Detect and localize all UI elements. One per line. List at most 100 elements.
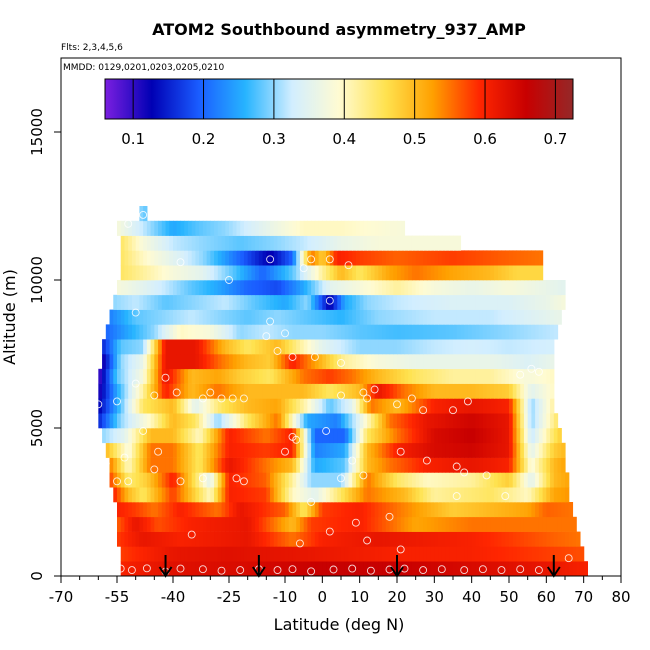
heatmap-cell [303,339,308,355]
heatmap-cell [169,339,174,355]
heatmap-cell [441,294,447,310]
heatmap-cell [161,368,167,384]
heatmap-cell [225,442,230,458]
heatmap-cell [341,502,346,518]
heatmap-cell [262,324,267,340]
altitude-band [117,531,581,547]
heatmap-cell [475,354,480,370]
heatmap-cell [359,442,364,458]
altitude-band [117,516,577,532]
heatmap-cell [173,265,178,281]
heatmap-cell [221,457,226,473]
heatmap-cell [370,531,376,547]
heatmap-cell [131,398,137,414]
heatmap-cell [277,546,282,562]
heatmap-cell [374,368,379,384]
heatmap-cell [236,383,241,399]
heatmap-cell [382,309,387,325]
heatmap-cell [266,354,271,370]
heatmap-cell [176,265,182,281]
heatmap-cell [311,324,316,340]
x-tick-label: -55 [105,588,130,606]
heatmap-cell [445,428,450,444]
altitude-band [105,442,566,458]
heatmap-cell [411,235,417,251]
heatmap-cell [471,502,476,518]
heatmap-cell [475,457,480,473]
heatmap-cell [240,235,245,251]
heatmap-cell [397,383,402,399]
heatmap-cell [187,398,193,414]
heatmap-cell [146,339,152,355]
heatmap-cell [453,250,458,266]
heatmap-cell [370,457,376,473]
heatmap-cell [311,339,316,355]
heatmap-cell [445,265,450,281]
altitude-band [120,265,544,281]
heatmap-cell [453,457,458,473]
heatmap-cell [333,457,338,473]
heatmap-cell [344,487,350,503]
heatmap-cell [169,487,174,503]
heatmap-cell [105,428,111,444]
heatmap-cell [173,235,178,251]
heatmap-cell [258,561,264,576]
heatmap-cell [408,324,413,340]
heatmap-cell [527,546,532,562]
heatmap-cell [370,516,376,532]
heatmap-cell [199,546,204,562]
heatmap-cell [146,220,152,236]
heatmap-cell [370,487,376,503]
heatmap-cell [206,457,211,473]
heatmap-cell [568,502,574,518]
heatmap-cell [184,457,189,473]
heatmap-cell [557,428,562,444]
heatmap-cell [565,472,570,488]
heatmap-cell [352,368,357,384]
heatmap-cell [318,383,323,399]
heatmap-cell [255,561,260,576]
heatmap-cell [236,235,241,251]
heatmap-cell [419,487,424,503]
heatmap-cell [210,324,215,340]
heatmap-cell [281,265,286,281]
heatmap-cell [430,413,435,429]
heatmap-cell [445,531,450,547]
heatmap-cell [251,428,256,444]
heatmap-cell [512,472,518,488]
heatmap-cell [210,561,215,576]
heatmap-cell [538,265,544,281]
heatmap-cell [438,546,443,562]
heatmap-cell [195,502,200,518]
observation-point [113,477,121,486]
heatmap-cell [221,280,226,296]
heatmap-cell [531,531,536,547]
heatmap-cell [165,398,170,414]
heatmap-cell [456,280,462,296]
heatmap-cell [341,413,346,429]
heatmap-cell [131,280,137,296]
heatmap-cell [453,339,458,355]
heatmap-cell [217,472,223,488]
heatmap-cell [445,383,450,399]
heatmap-cell [419,235,424,251]
heatmap-cell [367,531,372,547]
heatmap-cell [135,265,140,281]
heatmap-cell [270,368,275,384]
heatmap-cell [471,250,476,266]
heatmap-cell [341,398,346,414]
heatmap-cell [143,383,148,399]
observation-point [198,474,207,483]
heatmap-cell [109,354,114,370]
heatmap-cell [438,383,443,399]
heatmap-cell [158,546,163,562]
heatmap-cell [124,502,129,518]
heatmap-cell [423,324,428,340]
observation-point [131,308,140,317]
heatmap-cell [251,265,256,281]
heatmap-cell [199,398,204,414]
heatmap-cell [296,368,301,384]
heatmap-cell [258,442,264,458]
heatmap-cell [415,531,420,547]
heatmap-cell [236,398,241,414]
